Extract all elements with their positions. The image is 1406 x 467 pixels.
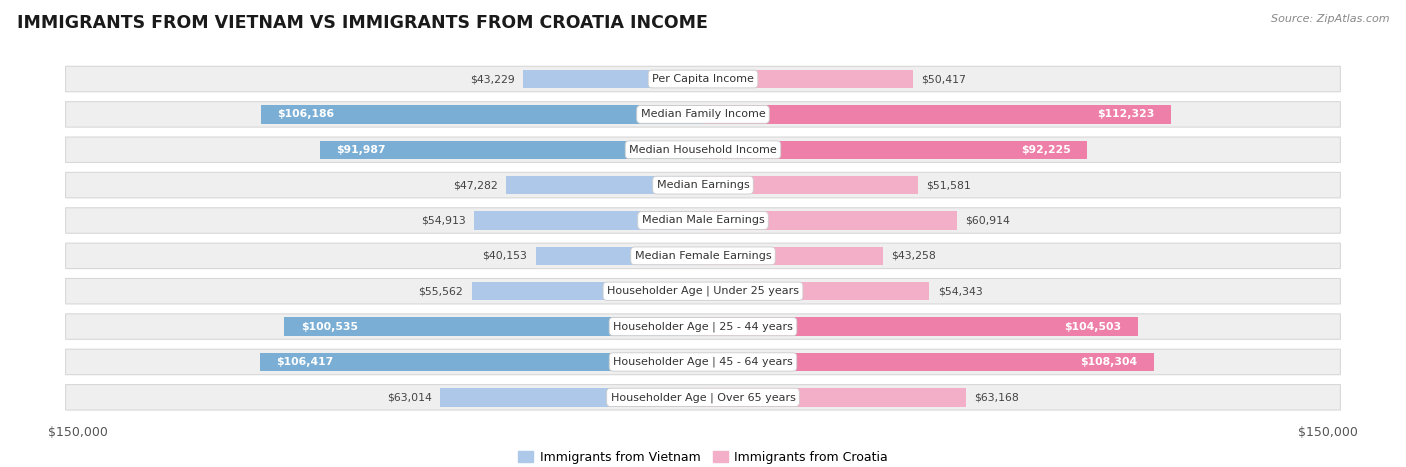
Bar: [703, 353, 1154, 371]
Bar: [536, 247, 703, 265]
FancyBboxPatch shape: [66, 278, 1340, 304]
Text: Median Household Income: Median Household Income: [628, 145, 778, 155]
Bar: [319, 141, 703, 159]
Bar: [703, 141, 1087, 159]
Text: Median Family Income: Median Family Income: [641, 109, 765, 120]
Text: Median Male Earnings: Median Male Earnings: [641, 215, 765, 226]
Text: Median Earnings: Median Earnings: [657, 180, 749, 190]
Bar: [474, 211, 703, 230]
FancyBboxPatch shape: [66, 172, 1340, 198]
FancyBboxPatch shape: [66, 137, 1340, 163]
Bar: [703, 70, 912, 88]
Bar: [703, 105, 1171, 124]
Bar: [471, 282, 703, 300]
Text: $51,581: $51,581: [927, 180, 972, 190]
Text: IMMIGRANTS FROM VIETNAM VS IMMIGRANTS FROM CROATIA INCOME: IMMIGRANTS FROM VIETNAM VS IMMIGRANTS FR…: [17, 14, 707, 32]
Legend: Immigrants from Vietnam, Immigrants from Croatia: Immigrants from Vietnam, Immigrants from…: [513, 446, 893, 467]
FancyBboxPatch shape: [66, 102, 1340, 127]
Bar: [703, 282, 929, 300]
FancyBboxPatch shape: [66, 208, 1340, 233]
Bar: [260, 353, 703, 371]
Text: $54,913: $54,913: [422, 215, 465, 226]
Text: $43,258: $43,258: [891, 251, 936, 261]
Text: $40,153: $40,153: [482, 251, 527, 261]
FancyBboxPatch shape: [66, 66, 1340, 92]
Text: $50,417: $50,417: [921, 74, 966, 84]
Text: $55,562: $55,562: [419, 286, 463, 296]
Bar: [703, 176, 918, 194]
Bar: [440, 388, 703, 406]
Text: Householder Age | Under 25 years: Householder Age | Under 25 years: [607, 286, 799, 297]
Text: $108,304: $108,304: [1080, 357, 1137, 367]
Text: $43,229: $43,229: [470, 74, 515, 84]
Text: $47,282: $47,282: [453, 180, 498, 190]
Bar: [703, 318, 1139, 336]
Text: Source: ZipAtlas.com: Source: ZipAtlas.com: [1271, 14, 1389, 24]
FancyBboxPatch shape: [66, 385, 1340, 410]
Bar: [260, 105, 703, 124]
Text: $92,225: $92,225: [1021, 145, 1070, 155]
Bar: [506, 176, 703, 194]
Text: $112,323: $112,323: [1097, 109, 1154, 120]
Text: $63,014: $63,014: [387, 392, 432, 402]
Text: Householder Age | Over 65 years: Householder Age | Over 65 years: [610, 392, 796, 403]
Bar: [284, 318, 703, 336]
Bar: [703, 247, 883, 265]
Text: $106,417: $106,417: [277, 357, 333, 367]
Text: $91,987: $91,987: [336, 145, 387, 155]
FancyBboxPatch shape: [66, 314, 1340, 340]
FancyBboxPatch shape: [66, 243, 1340, 269]
Bar: [523, 70, 703, 88]
Text: Householder Age | 45 - 64 years: Householder Age | 45 - 64 years: [613, 357, 793, 367]
Text: $60,914: $60,914: [965, 215, 1010, 226]
Bar: [703, 388, 966, 406]
Text: Householder Age | 25 - 44 years: Householder Age | 25 - 44 years: [613, 321, 793, 332]
Text: $54,343: $54,343: [938, 286, 983, 296]
Text: Median Female Earnings: Median Female Earnings: [634, 251, 772, 261]
Text: $104,503: $104,503: [1064, 322, 1122, 332]
Text: $63,168: $63,168: [974, 392, 1019, 402]
Text: $106,186: $106,186: [277, 109, 335, 120]
Bar: [703, 211, 956, 230]
FancyBboxPatch shape: [66, 349, 1340, 375]
Text: Per Capita Income: Per Capita Income: [652, 74, 754, 84]
Text: $100,535: $100,535: [301, 322, 359, 332]
